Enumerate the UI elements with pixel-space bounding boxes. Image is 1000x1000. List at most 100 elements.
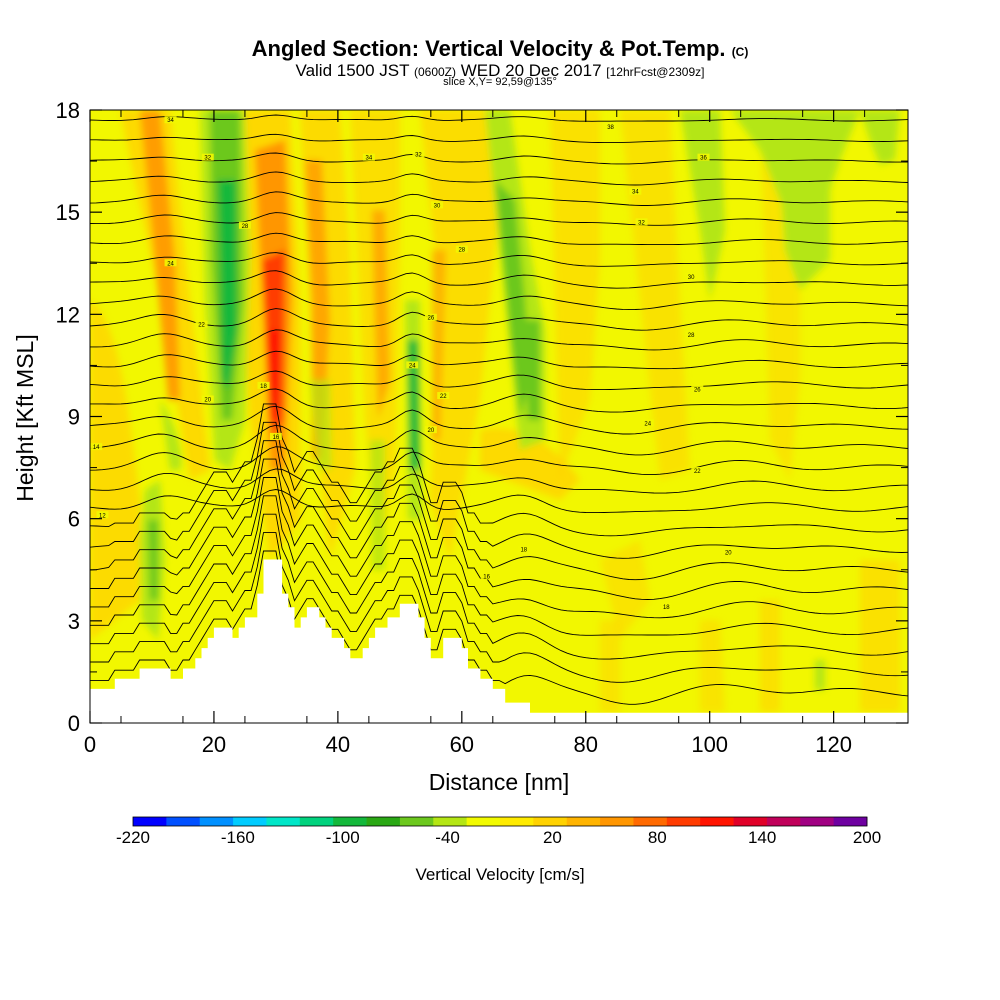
contour-label: 18: [520, 547, 527, 553]
contour-label-bg: [685, 272, 698, 280]
colorbar-swatch: [466, 817, 501, 826]
contour-label: 34: [167, 118, 174, 124]
y-tick-label: 12: [56, 302, 80, 327]
colorbar-swatch: [333, 817, 367, 826]
contour-label-bg: [424, 426, 437, 434]
slice-info: slice X,Y= 92,59@135°: [443, 76, 557, 88]
contour-label-bg: [90, 443, 103, 451]
colorbar-swatch: [766, 817, 801, 826]
contour-label-bg: [604, 123, 617, 131]
chart-title: Angled Section: Vertical Velocity & Pot.…: [251, 36, 749, 61]
colorbar-swatch: [500, 817, 534, 826]
contour-label: 16: [483, 575, 490, 581]
colorbar-swatch: [600, 817, 634, 826]
isentrope-line: [90, 550, 908, 705]
contour-label: 18: [663, 605, 670, 611]
contour-label: 22: [198, 323, 205, 329]
colorbar-swatch: [399, 817, 434, 826]
isentrope-line: [90, 171, 908, 186]
y-tick-label: 0: [68, 711, 80, 736]
x-tick-label: 80: [574, 732, 598, 757]
colorbar-swatch: [733, 817, 768, 826]
contour-label-bg: [201, 153, 214, 161]
forecast-info: [12hrFcst@2309z]: [606, 65, 705, 79]
contour-label-bg: [691, 385, 704, 393]
y-tick-label: 9: [68, 405, 80, 430]
isentrope-line: [90, 191, 908, 206]
contour-label-bg: [406, 361, 419, 369]
contour-label: 16: [273, 435, 280, 441]
colorbar-title: Vertical Velocity [cm/s]: [415, 865, 584, 884]
contour-labels: 34 32 28 24 22 20 18 16 14 12 34 32 30 28 26 24 22 20 18 16…: [90, 116, 735, 611]
isentrope-line: [90, 270, 908, 289]
colorbar-swatch: [566, 817, 601, 826]
contour-label-bg: [480, 572, 493, 580]
colorbar-label: 80: [648, 828, 667, 847]
contour-label-bg: [691, 466, 704, 474]
contour-label: 28: [458, 248, 465, 254]
contour-label-bg: [629, 187, 642, 195]
colorbar-swatch: [166, 817, 201, 826]
contour-label: 28: [242, 224, 249, 230]
colorbar-label: 20: [543, 828, 562, 847]
colorbar-swatch: [433, 817, 468, 826]
isentrope-line: [90, 133, 908, 144]
terrain-profile: [90, 559, 908, 723]
contour-label: 12: [99, 513, 106, 519]
x-tick-label: 100: [691, 732, 728, 757]
colorbar-frame: [132, 816, 868, 827]
contour-label-bg: [238, 221, 251, 229]
isentrope-line: [90, 252, 908, 267]
colorbar-label: 140: [748, 828, 776, 847]
isentrope-line: [90, 403, 908, 537]
contour-label-bg: [424, 313, 437, 321]
contour-label-bg: [697, 153, 710, 161]
contour-label-bg: [660, 603, 673, 611]
isentrope-line: [90, 350, 908, 370]
contour-label-bg: [164, 116, 177, 124]
isentrope-line: [90, 370, 908, 391]
isentrope-line: [90, 458, 908, 600]
isentrope-line: [90, 232, 908, 246]
isentrope-line: [90, 308, 908, 331]
contour-label: 18: [260, 384, 267, 390]
isentrope-line: [90, 532, 908, 683]
contour-label-bg: [722, 548, 735, 556]
contour-label-bg: [269, 432, 282, 440]
isentrope-line: [90, 440, 908, 581]
y-tick-label: 18: [56, 98, 80, 123]
contour-label: 20: [204, 397, 211, 403]
isentrope-line: [90, 477, 908, 619]
colorbar-swatch: [266, 817, 301, 826]
isentrope-line: [90, 114, 908, 122]
contour-label: 24: [409, 363, 416, 369]
valid-utc: (0600Z): [413, 65, 456, 79]
isentrope-line: [90, 489, 908, 514]
isentrope-line: [90, 152, 908, 165]
contour-label-bg: [455, 245, 468, 253]
x-axis-title: Distance [nm]: [429, 769, 570, 795]
isentrope-line: [90, 388, 908, 413]
contour-label: 24: [167, 261, 174, 267]
colorbar: -220 -160 -100 -40 20 80 140 200: [116, 816, 881, 847]
colorbar-label: -220: [116, 828, 150, 847]
isentrope-line: [90, 329, 908, 351]
colorbar-swatch: [833, 817, 868, 826]
contour-label-bg: [201, 395, 214, 403]
contour-label-bg: [195, 320, 208, 328]
contour-label: 34: [632, 190, 639, 196]
isentrope-line: [90, 405, 908, 435]
colorbar-swatch: [666, 817, 701, 826]
colorbar-swatch: [199, 817, 234, 826]
contour-label-bg: [431, 201, 444, 209]
chart-subtitle: Valid 1500 JST (0600Z) WED 20 Dec 2017 […: [295, 61, 705, 80]
title-unit: (C): [731, 45, 749, 59]
contour-label: 20: [725, 551, 732, 557]
contour-label-bg: [685, 330, 698, 338]
colorbar-label: -40: [435, 828, 460, 847]
contour-label-bg: [517, 545, 530, 553]
colorbar-swatch: [633, 817, 668, 826]
contour-label: 24: [644, 421, 651, 427]
colorbar-swatch: [233, 817, 267, 826]
